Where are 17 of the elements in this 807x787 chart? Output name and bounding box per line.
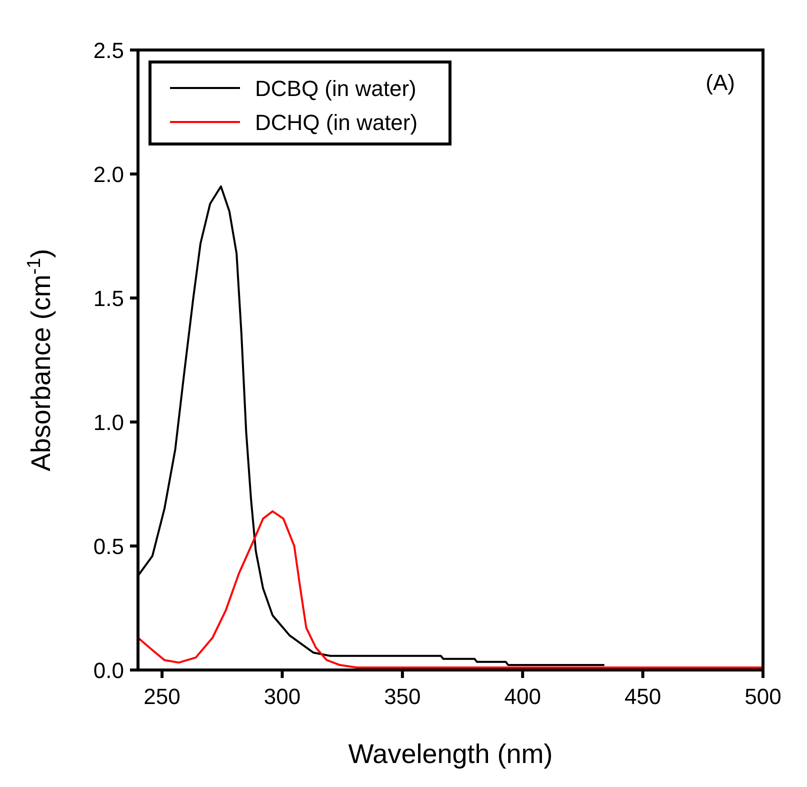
x-tick-label: 250 — [144, 684, 180, 709]
y-tick-label: 0.5 — [93, 534, 124, 559]
y-tick-label: 0.0 — [93, 658, 124, 683]
y-tick-label: 2.5 — [93, 38, 124, 63]
legend-label: DCBQ (in water) — [255, 76, 416, 101]
annotation: (A) — [706, 70, 735, 95]
legend-label: DCHQ (in water) — [255, 110, 418, 135]
y-tick-label: 2.0 — [93, 162, 124, 187]
x-tick-label: 400 — [504, 684, 541, 709]
x-tick-label: 500 — [744, 684, 782, 709]
line-series — [137, 510, 764, 669]
x-axis-title: Wavelength (nm) — [348, 739, 553, 769]
x-tick-label: 450 — [624, 684, 662, 709]
y-tick-label: 1.5 — [93, 286, 124, 311]
y-tick-label: 1.0 — [93, 410, 124, 435]
x-tick-label: 300 — [264, 684, 301, 709]
x-tick-label: 350 — [384, 684, 421, 709]
